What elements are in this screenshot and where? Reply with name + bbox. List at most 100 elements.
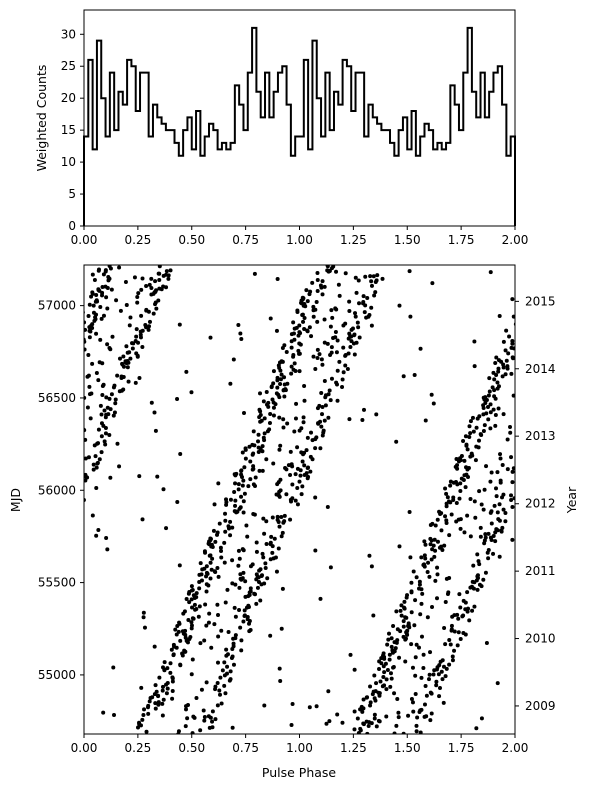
scatter-point bbox=[246, 484, 251, 489]
scatter-point bbox=[115, 441, 120, 446]
scatter-point bbox=[433, 578, 438, 583]
scatter-point bbox=[496, 358, 501, 363]
x-tick-label: 0.50 bbox=[178, 233, 205, 247]
scatter-point bbox=[345, 366, 350, 371]
scatter-point bbox=[152, 644, 157, 649]
scatter-point bbox=[401, 374, 406, 379]
scatter-point bbox=[210, 556, 215, 561]
scatter-point bbox=[301, 415, 306, 420]
scatter-point bbox=[334, 350, 339, 355]
scatter-point bbox=[245, 534, 250, 539]
scatter-point bbox=[454, 457, 459, 462]
scatter-point bbox=[470, 608, 475, 613]
scatter-point bbox=[473, 515, 478, 520]
scatter-point bbox=[189, 672, 194, 677]
scatter-point bbox=[89, 391, 94, 396]
scatter-point bbox=[105, 547, 110, 552]
scatter-point bbox=[389, 636, 394, 641]
scatter-point bbox=[127, 323, 132, 328]
scatter-point bbox=[477, 438, 482, 443]
scatter-point bbox=[302, 398, 307, 403]
scatter-point bbox=[100, 285, 105, 290]
scatter-point bbox=[262, 431, 267, 436]
scatter-point bbox=[328, 324, 333, 329]
scatter-point bbox=[510, 341, 515, 346]
scatter-point bbox=[419, 555, 424, 560]
scatter-point bbox=[157, 675, 162, 680]
scatter-point bbox=[487, 389, 492, 394]
scatter-point bbox=[443, 674, 448, 679]
scatter-point bbox=[397, 655, 402, 660]
scatter-point bbox=[392, 691, 397, 696]
scatter-point bbox=[478, 432, 483, 437]
scatter-point bbox=[115, 373, 120, 378]
scatter-point bbox=[104, 535, 109, 540]
scatter-point bbox=[458, 605, 463, 610]
scatter-point bbox=[260, 551, 265, 556]
scatter-point bbox=[462, 530, 467, 535]
scatter-point bbox=[492, 394, 497, 399]
scatter-point bbox=[260, 573, 265, 578]
scatter-point bbox=[240, 450, 245, 455]
scatter-point bbox=[511, 393, 515, 398]
y-tick-label: 25 bbox=[61, 59, 76, 73]
scatter-point bbox=[242, 491, 247, 496]
scatter-point bbox=[154, 288, 159, 293]
scatter-point bbox=[178, 638, 183, 643]
scatter-point bbox=[233, 633, 238, 638]
scatter-point bbox=[99, 450, 104, 455]
scatter-point bbox=[219, 548, 224, 553]
scatter-point bbox=[482, 487, 487, 492]
scatter-point bbox=[436, 672, 441, 677]
scatter-point bbox=[493, 423, 498, 428]
scatter-point bbox=[285, 421, 290, 426]
scatter-point bbox=[492, 503, 497, 508]
scatter-point bbox=[301, 420, 306, 425]
scatter-point bbox=[289, 345, 294, 350]
scatter-point bbox=[96, 287, 101, 292]
scatter-point bbox=[279, 626, 284, 631]
scatter-point bbox=[102, 439, 107, 444]
scatter-point bbox=[475, 573, 480, 578]
scatter-point bbox=[509, 345, 514, 350]
scatter-point bbox=[434, 679, 439, 684]
scatter-point bbox=[117, 464, 122, 469]
scatter-point bbox=[113, 401, 118, 406]
scatter-point bbox=[228, 497, 233, 502]
scatter-point bbox=[473, 458, 478, 463]
scatter-point bbox=[399, 603, 404, 608]
scatter-point bbox=[271, 461, 276, 466]
scatter-points bbox=[84, 265, 515, 734]
scatter-point bbox=[448, 642, 453, 647]
scatter-point bbox=[105, 306, 110, 311]
scatter-point bbox=[348, 652, 353, 657]
scatter-point bbox=[295, 502, 300, 507]
scatter-point bbox=[87, 335, 92, 340]
scatter-point bbox=[441, 664, 446, 669]
scatter-point bbox=[417, 582, 422, 587]
scatter-point bbox=[484, 464, 489, 469]
scatter-point bbox=[264, 541, 269, 546]
scatter-point bbox=[394, 723, 399, 728]
scatter-point bbox=[84, 327, 88, 332]
scatter-point bbox=[455, 643, 460, 648]
scatter-point bbox=[273, 555, 278, 560]
scatter-point bbox=[281, 425, 286, 430]
scatter-point bbox=[136, 291, 141, 296]
scatter-point bbox=[446, 590, 451, 595]
scatter-point bbox=[233, 614, 238, 619]
scatter-point bbox=[146, 711, 151, 716]
scatter-point bbox=[230, 725, 235, 730]
scatter-point bbox=[442, 626, 447, 631]
scatter-point bbox=[454, 501, 459, 506]
scatter-point bbox=[184, 707, 189, 712]
scatter-point bbox=[396, 715, 401, 720]
scatter-point bbox=[247, 444, 252, 449]
scatter-point bbox=[125, 359, 130, 364]
scatter-point bbox=[372, 673, 377, 678]
scatter-point bbox=[317, 403, 322, 408]
scatter-x-ticks: 0.00 0.25 0.50 0.75 1.00 1.25 1.50 1.75 2.00 bbox=[71, 734, 528, 755]
scatter-point bbox=[189, 597, 194, 602]
scatter-point bbox=[470, 579, 475, 584]
scatter-point bbox=[356, 325, 361, 330]
